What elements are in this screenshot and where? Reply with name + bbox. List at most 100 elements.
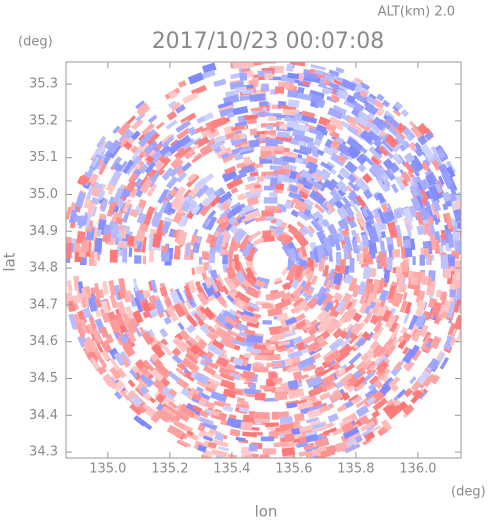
radar-echo	[230, 124, 245, 132]
radar-echo	[91, 156, 100, 168]
radar-echo	[184, 149, 196, 160]
radar-echo	[355, 404, 370, 418]
radar-echo	[336, 404, 348, 413]
radar-echo	[127, 235, 135, 247]
radar-echo	[296, 442, 308, 448]
radar-echo	[220, 200, 231, 211]
radar-echo	[223, 274, 239, 292]
radar-echo	[311, 172, 324, 181]
radar-echo	[382, 158, 395, 171]
radar-echo	[371, 116, 387, 130]
radar-echo	[254, 412, 270, 419]
radar-echo	[277, 340, 290, 347]
radar-echo	[298, 356, 316, 369]
radar-echo	[201, 280, 215, 297]
radar-echo	[346, 145, 361, 159]
radar-echo	[265, 131, 276, 135]
radar-echo	[316, 286, 328, 300]
radar-echo	[386, 168, 394, 176]
radar-echo	[256, 112, 270, 117]
radar-echo	[218, 366, 231, 376]
radar-echo	[181, 357, 196, 370]
radar-echo	[447, 233, 455, 248]
radar-echo	[109, 294, 118, 309]
radar-echo	[384, 133, 399, 149]
radar-echo	[193, 371, 210, 386]
radar-echo	[127, 379, 136, 388]
radar-echo	[229, 224, 240, 235]
radar-echo	[282, 358, 293, 367]
radar-echo	[454, 240, 461, 253]
radar-echo	[319, 391, 332, 401]
radar-echo	[95, 353, 108, 369]
radar-echo	[202, 435, 214, 442]
radar-echo	[449, 337, 457, 346]
radar-echo	[415, 311, 427, 328]
radar-echo	[370, 424, 382, 434]
radar-echo	[205, 218, 213, 228]
radar-echo	[428, 184, 441, 202]
radar-echo	[321, 373, 337, 386]
radar-echo	[311, 213, 319, 220]
radar-echo	[295, 320, 307, 330]
radar-echo	[249, 139, 260, 148]
radar-echo	[131, 163, 141, 175]
radar-echo	[100, 339, 113, 354]
radar-echo	[197, 396, 209, 408]
radar-echo	[191, 404, 203, 413]
radar-echo	[420, 334, 431, 350]
radar-echo	[448, 256, 455, 267]
radar-echo	[101, 350, 111, 362]
radar-echo	[472, 258, 476, 269]
radar-echo	[332, 327, 344, 339]
radar-echo	[113, 352, 125, 365]
radar-echo	[232, 228, 248, 244]
radar-echo	[295, 341, 306, 352]
radar-echo	[322, 427, 338, 436]
radar-echo	[344, 160, 358, 175]
radar-echo	[90, 356, 100, 369]
radar-echo	[352, 284, 361, 298]
radar-echo	[388, 404, 403, 418]
radar-echo	[122, 313, 132, 326]
radar-echo	[100, 308, 111, 324]
radar-echo	[98, 189, 106, 200]
radar-echo	[143, 143, 154, 155]
radar-echo	[293, 113, 303, 122]
radar-echo	[275, 136, 292, 142]
radar-echo	[427, 240, 433, 255]
radar-echo	[176, 377, 190, 390]
radar-echo	[413, 284, 421, 297]
radar-echo	[204, 186, 216, 198]
radar-echo	[206, 216, 218, 231]
radar-echo	[150, 353, 159, 363]
radar-echo	[427, 357, 440, 371]
radar-echo	[242, 279, 253, 290]
x-axis-label: lon	[255, 503, 278, 521]
radar-echo	[438, 163, 449, 174]
radar-echo	[153, 365, 169, 381]
radar-echo	[246, 334, 264, 344]
radar-echo	[217, 191, 233, 204]
radar-echo	[206, 376, 221, 387]
radar-echo	[302, 364, 317, 373]
radar-echo	[159, 327, 169, 338]
radar-echo	[362, 246, 369, 255]
radar-echo	[227, 308, 237, 319]
radar-echo	[389, 383, 399, 393]
radar-echo	[83, 340, 92, 353]
radar-echo	[123, 141, 133, 151]
radar-echo	[115, 300, 127, 317]
radar-echo	[342, 305, 357, 323]
radar-echo	[349, 199, 360, 214]
radar-echo	[81, 239, 90, 252]
radar-echo	[292, 370, 303, 381]
y-axis-label: lat	[1, 252, 19, 271]
radar-echo	[243, 352, 252, 359]
radar-echo	[234, 140, 248, 148]
radar-echo	[369, 340, 381, 352]
radar-echo	[245, 271, 259, 285]
radar-echo	[436, 147, 447, 159]
radar-echo	[324, 350, 341, 365]
radar-echo	[362, 266, 372, 280]
